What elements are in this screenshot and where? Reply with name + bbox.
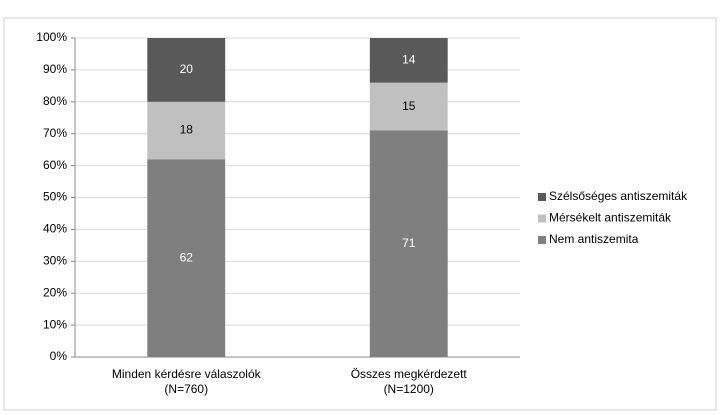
legend-swatch: [538, 214, 546, 223]
legend-swatch: [538, 193, 546, 201]
bar-segment: [147, 159, 226, 357]
bar-segment: [147, 101, 226, 160]
x-tick-line: (N=760): [164, 382, 208, 396]
data-label: 14: [402, 53, 416, 67]
y-tick-label: 70%: [43, 126, 67, 140]
bar-segment: [369, 82, 448, 131]
x-tick-line: (N=1200): [384, 382, 434, 396]
y-tick-label: 20%: [43, 285, 67, 299]
x-tick-label: Minden kérdésre válaszolók (N=760): [112, 367, 262, 396]
data-label: 71: [402, 236, 416, 250]
chart-frame: [3, 17, 717, 411]
bar-segment: [369, 38, 448, 83]
data-label: 62: [180, 250, 194, 264]
data-label: 20: [180, 62, 194, 76]
data-label: 18: [180, 123, 194, 137]
legend-swatch: [538, 236, 546, 244]
x-tick-label: Összes megkérdezett (N=1200): [351, 367, 468, 396]
y-tick-label: 50%: [43, 190, 67, 204]
x-tick-line: Minden kérdésre válaszolók: [112, 367, 262, 381]
legend-label: Mérsékelt antiszemiták: [549, 211, 672, 225]
x-tick-line: Összes megkérdezett: [351, 367, 468, 381]
legend-label: Szélsőséges antiszemiták: [549, 189, 688, 203]
bar-segment: [147, 38, 226, 102]
data-label: 15: [402, 99, 416, 113]
legend-label: Nem antiszemita: [549, 232, 639, 246]
y-tick-label: 0%: [50, 349, 68, 363]
y-tick-label: 30%: [43, 253, 67, 267]
y-tick-label: 90%: [43, 62, 67, 76]
y-tick-label: 10%: [43, 317, 67, 331]
y-tick-label: 60%: [43, 158, 67, 172]
y-tick-label: 40%: [43, 222, 67, 236]
y-tick-label: 100%: [36, 30, 67, 44]
y-tick-label: 80%: [43, 94, 67, 108]
bar-segment: [369, 130, 448, 357]
